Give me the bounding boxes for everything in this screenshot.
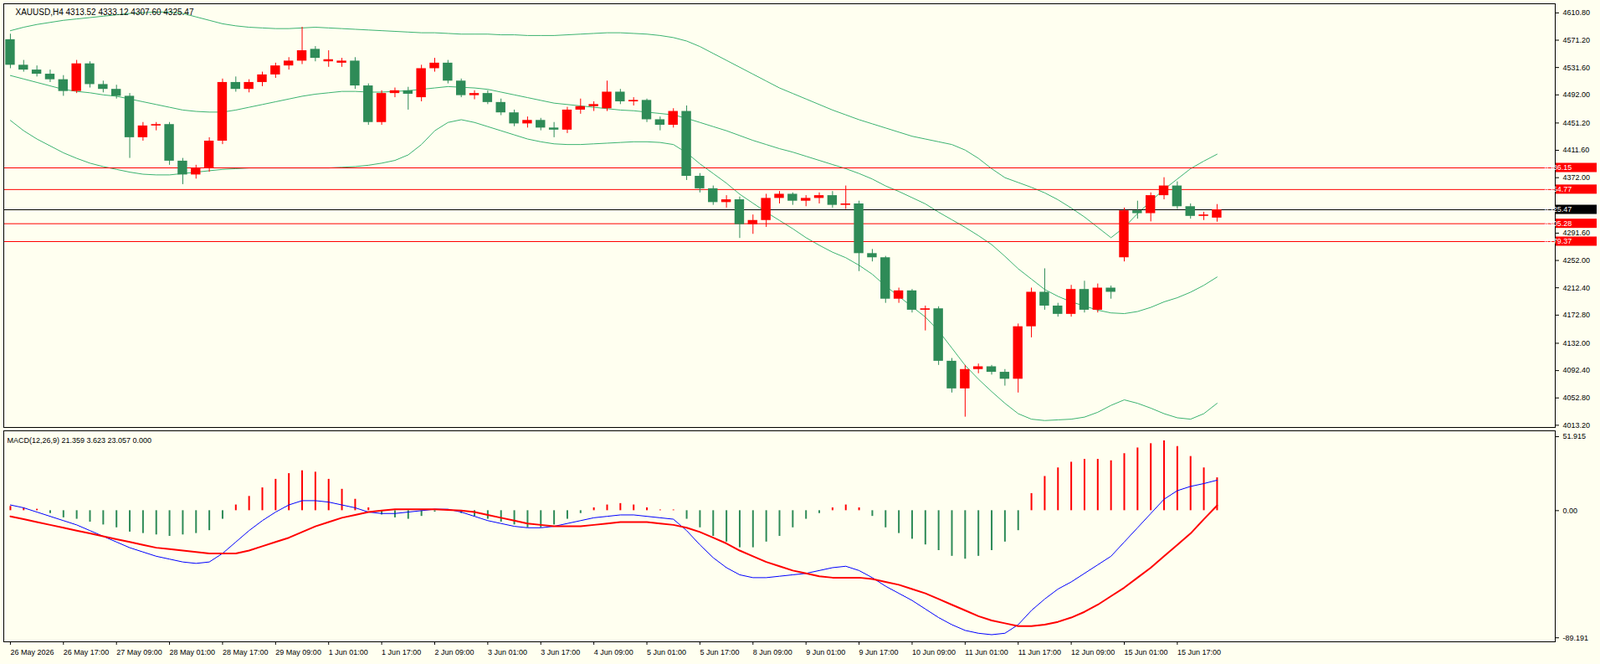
svg-text:9 Jun 17:00: 9 Jun 17:00 — [859, 647, 899, 657]
svg-text:11 Jun 01:00: 11 Jun 01:00 — [964, 647, 1008, 657]
svg-text:0.00: 0.00 — [1563, 506, 1579, 515]
svg-text:11 Jun 17:00: 11 Jun 17:00 — [1018, 647, 1062, 657]
svg-text:4610.80: 4610.80 — [1563, 8, 1591, 17]
svg-text:26 May 2026: 26 May 2026 — [10, 647, 54, 657]
svg-text:27 May 09:00: 27 May 09:00 — [116, 647, 163, 657]
svg-text:51.915: 51.915 — [1563, 431, 1587, 441]
svg-text:2 Jun 09:00: 2 Jun 09:00 — [435, 647, 475, 657]
svg-text:4291.60: 4291.60 — [1563, 228, 1591, 237]
svg-text:4372.00: 4372.00 — [1563, 173, 1591, 182]
svg-text:4354.77: 4354.77 — [1544, 184, 1573, 194]
svg-text:15 Jun 01:00: 15 Jun 01:00 — [1124, 647, 1169, 657]
svg-text:4132.00: 4132.00 — [1563, 338, 1591, 348]
svg-text:4172.80: 4172.80 — [1563, 310, 1591, 319]
svg-text:4492.00: 4492.00 — [1563, 90, 1591, 99]
svg-text:4325.47: 4325.47 — [1544, 205, 1573, 214]
svg-text:XAUUSD,H4 4313.52 4333.12 4307: XAUUSD,H4 4313.52 4333.12 4307.60 4325.4… — [15, 7, 195, 17]
svg-text:3 Jun 17:00: 3 Jun 17:00 — [540, 647, 580, 657]
svg-text:5 Jun 01:00: 5 Jun 01:00 — [646, 647, 687, 657]
svg-text:4279.37: 4279.37 — [1544, 236, 1573, 246]
svg-text:4212.40: 4212.40 — [1563, 283, 1591, 293]
svg-text:28 May 01:00: 28 May 01:00 — [169, 647, 216, 657]
svg-text:15 Jun 17:00: 15 Jun 17:00 — [1177, 647, 1221, 657]
svg-text:4411.60: 4411.60 — [1563, 145, 1590, 154]
svg-text:4451.20: 4451.20 — [1563, 118, 1591, 128]
svg-text:28 May 17:00: 28 May 17:00 — [222, 647, 269, 657]
svg-text:4571.20: 4571.20 — [1563, 35, 1591, 45]
svg-text:29 May 09:00: 29 May 09:00 — [275, 647, 322, 657]
svg-text:4252.00: 4252.00 — [1563, 256, 1591, 265]
svg-text:4531.60: 4531.60 — [1563, 63, 1591, 72]
svg-text:8 Jun 09:00: 8 Jun 09:00 — [753, 647, 793, 657]
svg-text:-89.191: -89.191 — [1563, 633, 1590, 642]
svg-text:1 Jun 01:00: 1 Jun 01:00 — [328, 647, 369, 657]
svg-text:10 Jun 09:00: 10 Jun 09:00 — [912, 647, 956, 657]
svg-text:4092.40: 4092.40 — [1563, 365, 1591, 375]
svg-text:26 May 17:00: 26 May 17:00 — [63, 647, 110, 657]
svg-text:4305.28: 4305.28 — [1544, 219, 1573, 228]
svg-text:4052.80: 4052.80 — [1563, 393, 1591, 402]
svg-text:9 Jun 01:00: 9 Jun 01:00 — [805, 647, 846, 657]
svg-text:4386.15: 4386.15 — [1544, 163, 1573, 172]
svg-text:3 Jun 01:00: 3 Jun 01:00 — [487, 647, 528, 657]
svg-text:12 Jun 09:00: 12 Jun 09:00 — [1071, 647, 1115, 657]
svg-text:4 Jun 09:00: 4 Jun 09:00 — [594, 647, 634, 657]
svg-text:5 Jun 17:00: 5 Jun 17:00 — [699, 647, 739, 657]
svg-text:1 Jun 17:00: 1 Jun 17:00 — [381, 647, 421, 657]
svg-text:4013.20: 4013.20 — [1563, 420, 1591, 429]
svg-text:MACD(12,26,9) 21.359 3.623 23.: MACD(12,26,9) 21.359 3.623 23.057 0.000 — [7, 435, 153, 445]
